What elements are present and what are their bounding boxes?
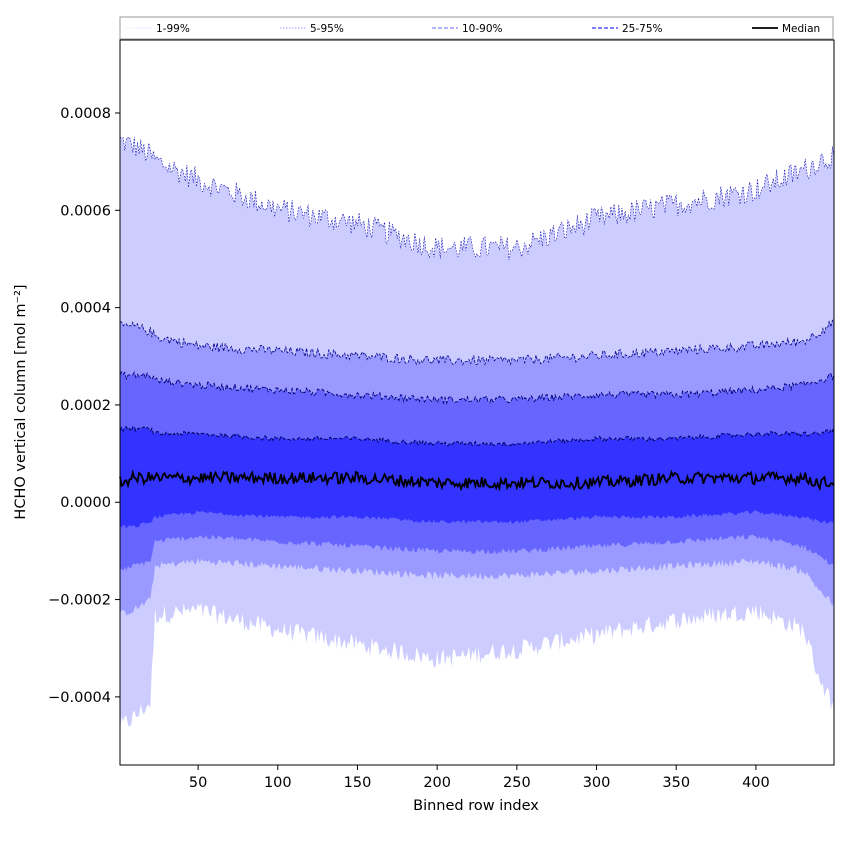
y-tick-label: −0.0004 <box>48 690 111 706</box>
x-tick-label: 100 <box>264 775 292 791</box>
x-tick-label: 400 <box>742 775 770 791</box>
x-tick-label: 250 <box>503 775 531 791</box>
y-tick-label: 0.0004 <box>60 301 111 317</box>
y-axis-ticks: −0.0004 −0.0002 0.0000 0.0002 0.0004 0.0006 0.… <box>48 106 120 706</box>
x-tick-label: 300 <box>583 775 611 791</box>
x-axis-label: Binned row index <box>413 798 539 814</box>
legend-label: Median <box>782 23 820 35</box>
band-upper-edge-5-95% <box>119 319 835 366</box>
plot-frame <box>119 39 835 766</box>
y-tick-label: 0.0000 <box>60 495 111 511</box>
x-tick-label: 200 <box>423 775 451 791</box>
x-tick-label: 50 <box>189 775 207 791</box>
y-tick-label: −0.0002 <box>48 593 111 609</box>
x-tick-label: 150 <box>344 775 372 791</box>
y-tick-label: 0.0006 <box>60 203 111 219</box>
median-line-group <box>119 469 835 492</box>
x-axis-ticks: 50 100 150 200 250 300 350 400 <box>189 765 770 791</box>
band-upper-edge-10-90% <box>119 371 835 405</box>
percentile-bands <box>120 136 834 731</box>
y-axis-label: HCHO vertical column [mol m⁻²] <box>13 284 29 519</box>
legend-label: 5-95% <box>310 23 344 35</box>
legend-label: 10-90% <box>462 23 503 35</box>
y-tick-label: 0.0002 <box>60 398 111 414</box>
legend: 1-99% 5-95% 10-90% 25-75% Median <box>119 16 834 40</box>
band-upper-edge-1-99% <box>119 136 835 261</box>
y-tick-label: 0.0008 <box>60 106 111 122</box>
median-line <box>119 469 835 492</box>
band-edges <box>119 136 835 447</box>
legend-label: 25-75% <box>622 23 663 35</box>
band-upper-edge-25-75% <box>119 426 835 447</box>
legend-frame <box>119 16 834 40</box>
band-25-75% <box>120 426 834 529</box>
x-tick-label: 350 <box>662 775 690 791</box>
legend-label: 1-99% <box>156 23 190 35</box>
